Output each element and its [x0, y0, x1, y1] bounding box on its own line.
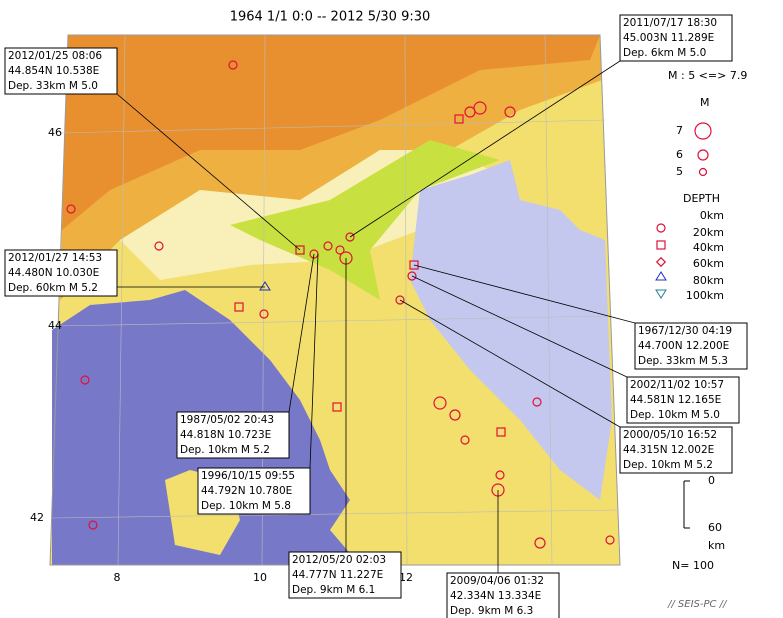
depth-scale-label: km: [708, 539, 725, 552]
leader-line: [413, 264, 636, 324]
magnitude-label: 7: [676, 124, 683, 137]
callout: 2012/05/20 02:03 44.777N 11.227E Dep. 9km …: [288, 258, 402, 599]
callout-location: 44.854N 10.538E: [8, 65, 99, 77]
lat-label: 42: [30, 511, 44, 524]
leader-line: [349, 60, 621, 238]
callout-location: 44.792N 10.780E: [201, 485, 292, 497]
callout-box: [4, 249, 118, 297]
callout-location: 44.480N 10.030E: [8, 267, 99, 279]
callout-location: 44.315N 12.002E: [623, 444, 714, 456]
callout: 1967/12/30 04:19 44.700N 12.200E Dep. 33km…: [413, 264, 748, 370]
callout-depth-magnitude: Dep. 9km M 6.3: [450, 605, 533, 617]
map-border: [49, 34, 621, 566]
lat-label: 46: [48, 126, 62, 139]
depth-scale-label: 0: [708, 474, 715, 487]
callout-depth-magnitude: Dep. 9km M 6.1: [292, 584, 375, 596]
callout-time: 2012/01/27 14:53: [8, 252, 102, 264]
callout-depth-magnitude: Dep. 10km M 5.8: [201, 500, 291, 512]
magnitude-label: 5: [676, 165, 683, 178]
callout-time: 2012/01/25 08:06: [8, 50, 102, 62]
lon-label: 10: [253, 571, 267, 584]
callout-location: 44.700N 12.200E: [638, 340, 729, 352]
callout: 2002/11/02 10:57 44.581N 12.165E Dep. 10km…: [411, 275, 740, 424]
lat-label: 44: [48, 319, 62, 332]
callout: 2000/05/10 16:52 44.315N 12.002E Dep. 10km…: [399, 299, 733, 474]
depth-label: 100km: [686, 289, 724, 302]
lon-label: 8: [114, 571, 121, 584]
callout-box: [626, 376, 740, 424]
callout-time: 2002/11/02 10:57: [630, 379, 724, 391]
callout-box: [634, 322, 748, 370]
callout-box: [176, 411, 290, 459]
callout: 2012/01/25 08:06 44.854N 10.538E Dep. 33km…: [4, 47, 301, 251]
legend: M : 5 <=> 7.9M765DEPTH0km20km40km60km80k…: [655, 69, 747, 552]
callout-box: [4, 47, 118, 95]
callout-depth-magnitude: Dep. 60km M 5.2: [8, 282, 98, 294]
callout-time: 1967/12/30 04:19: [638, 325, 732, 337]
magnitude-range: M : 5 <=> 7.9: [668, 69, 747, 82]
callout-box: [446, 572, 560, 618]
depth-label: 60km: [693, 257, 724, 270]
callout-time: 2000/05/10 16:52: [623, 429, 717, 441]
callout-location: 42.334N 13.334E: [450, 590, 541, 602]
depth-scale-label: 60: [708, 521, 722, 534]
callout-location: 44.581N 12.165E: [630, 394, 721, 406]
callout-location: 45.003N 11.289E: [623, 32, 714, 44]
callout: 2012/01/27 14:53 44.480N 10.030E Dep. 60km…: [4, 249, 265, 297]
title: 1964 1/1 0:0 -- 2012 5/30 9:30: [230, 10, 431, 25]
callout-box: [619, 426, 733, 474]
depth-title: DEPTH: [683, 192, 720, 205]
callout-location: 44.777N 11.227E: [292, 569, 383, 581]
callout-time: 2009/04/06 01:32: [450, 575, 544, 587]
callout: 2011/07/17 18:30 45.003N 11.289E Dep. 6km …: [349, 14, 733, 238]
callout-depth-magnitude: Dep. 10km M 5.2: [623, 459, 713, 471]
callout: 2009/04/06 01:32 42.334N 13.334E Dep. 9km …: [446, 490, 560, 618]
magnitude-title: M: [700, 96, 710, 109]
depth-label: 40km: [693, 241, 724, 254]
leader-line: [411, 275, 628, 378]
alps-high: [62, 35, 600, 230]
magnitude-label: 6: [676, 148, 683, 161]
leader-line: [399, 299, 621, 428]
adriatic-sea: [410, 160, 612, 500]
callout-box: [288, 551, 402, 599]
depth-label: 0km: [700, 209, 724, 222]
lon-label: 12: [399, 571, 413, 584]
event-count: N= 100: [672, 559, 714, 572]
leader-line: [309, 253, 319, 469]
callout-depth-magnitude: Dep. 10km M 5.0: [630, 409, 720, 421]
callout-location: 44.818N 10.723E: [180, 429, 271, 441]
callout-time: 1987/05/02 20:43: [180, 414, 274, 426]
callout: 1987/05/02 20:43 44.818N 10.723E Dep. 10km…: [176, 253, 315, 459]
callout-box: [619, 14, 733, 62]
callout-time: 2012/05/20 02:03: [292, 554, 386, 566]
callout-depth-magnitude: Dep. 10km M 5.2: [180, 444, 270, 456]
po-plain: [230, 140, 500, 300]
credit: // SEIS-PC //: [667, 599, 728, 610]
callout-depth-magnitude: Dep. 6km M 5.0: [623, 47, 706, 59]
callout-box: [197, 467, 311, 515]
depth-label: 80km: [693, 274, 724, 287]
callout: 1996/10/15 09:55 44.792N 10.780E Dep. 10km…: [197, 253, 319, 515]
callout-depth-magnitude: Dep. 33km M 5.3: [638, 355, 728, 367]
callout-time: 1996/10/15 09:55: [201, 470, 295, 482]
depth-label: 20km: [693, 226, 724, 239]
leader-line: [116, 93, 301, 251]
callout-time: 2011/07/17 18:30: [623, 17, 717, 29]
leader-line: [288, 253, 315, 413]
callout-depth-magnitude: Dep. 33km M 5.0: [8, 80, 98, 92]
